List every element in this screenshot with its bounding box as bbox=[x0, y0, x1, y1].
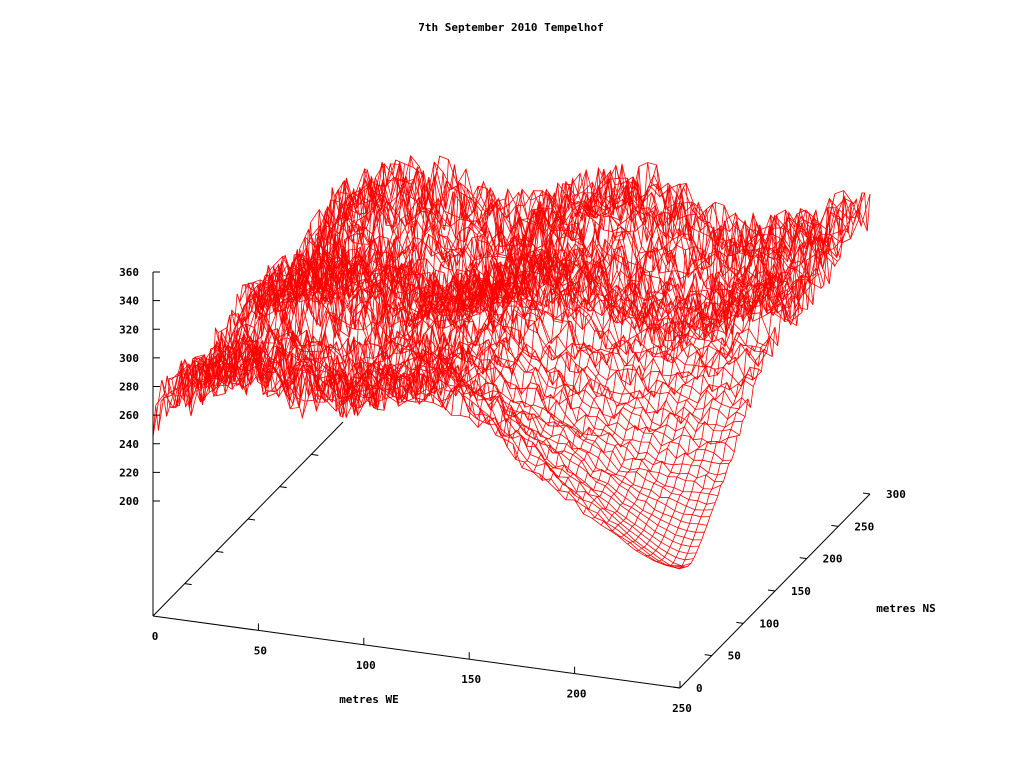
tick-group: 0 50 100 150 200 250 0 50 100 150 200 250 300 200 220 2… bbox=[119, 266, 906, 715]
y-tick-label: 250 bbox=[854, 520, 874, 533]
mesh-col-line bbox=[161, 177, 353, 405]
y-back-tick-mark bbox=[216, 550, 224, 553]
z-tick-label: 300 bbox=[119, 352, 139, 365]
mesh-col-line bbox=[662, 196, 853, 567]
mesh-row-line bbox=[158, 358, 686, 569]
y-tick-label: 300 bbox=[886, 488, 906, 501]
mesh-col-line bbox=[301, 188, 493, 418]
mesh-col-line bbox=[424, 178, 616, 403]
y-back-tick-mark bbox=[279, 486, 287, 489]
y-tick-mark bbox=[672, 686, 681, 689]
x-tick-label: 200 bbox=[567, 688, 587, 701]
y-tick-mark bbox=[767, 589, 776, 592]
mesh-col-line bbox=[468, 164, 660, 421]
y-back-tick-mark bbox=[311, 453, 319, 456]
y-tick-mark bbox=[704, 654, 712, 657]
mesh-col-line bbox=[556, 225, 748, 492]
mesh-col-line bbox=[451, 166, 642, 416]
mesh-col-line bbox=[539, 205, 730, 482]
y-tick-label: 200 bbox=[823, 553, 843, 566]
x-tick-label: 250 bbox=[672, 702, 692, 715]
z-tick-label: 200 bbox=[119, 495, 139, 508]
y-tick-label: 100 bbox=[759, 617, 779, 630]
mesh-col-line bbox=[609, 212, 801, 532]
mesh-col-line bbox=[671, 198, 862, 570]
x-tick-label: 150 bbox=[461, 673, 481, 686]
z-tick-label: 360 bbox=[119, 266, 139, 279]
y-tick-mark bbox=[862, 492, 871, 495]
y-back-tick-mark bbox=[184, 583, 192, 586]
mesh-col-line bbox=[337, 189, 528, 418]
x-tick-label: 0 bbox=[152, 630, 159, 643]
z-tick-label: 340 bbox=[119, 295, 139, 308]
mesh-col-line bbox=[477, 183, 669, 428]
mesh-col-line bbox=[205, 159, 397, 397]
y-tick-label: 50 bbox=[728, 650, 741, 663]
mesh-col-line bbox=[486, 188, 678, 430]
mesh-col-line bbox=[293, 181, 484, 408]
z-tick-label: 220 bbox=[119, 466, 139, 479]
mesh-col-line bbox=[547, 212, 739, 483]
surface-mesh bbox=[152, 154, 871, 570]
mesh-col-line bbox=[627, 213, 818, 545]
mesh-col-line bbox=[442, 163, 634, 411]
z-tick-label: 320 bbox=[119, 323, 139, 336]
y-axis-label: metres NS bbox=[876, 602, 936, 615]
mesh-col-line bbox=[592, 214, 783, 519]
y-tick-mark bbox=[831, 524, 839, 527]
mesh-col-line bbox=[275, 169, 467, 402]
mesh-col-line bbox=[530, 201, 722, 473]
z-tick-label: 280 bbox=[119, 381, 139, 394]
mesh-col-line bbox=[512, 203, 704, 460]
mesh-col-line bbox=[240, 167, 432, 395]
mesh-col-line bbox=[398, 170, 590, 403]
mesh-col-line bbox=[170, 180, 361, 409]
mesh-col-line bbox=[574, 221, 765, 503]
y-tick-label: 150 bbox=[791, 585, 811, 598]
mesh-col-line bbox=[328, 189, 520, 409]
mesh-col-line bbox=[653, 190, 845, 562]
mesh-col-line bbox=[433, 165, 625, 409]
y-tick-mark bbox=[736, 621, 744, 624]
mesh-col-line bbox=[495, 183, 686, 437]
mesh-col-line bbox=[249, 156, 440, 396]
mesh-col-line bbox=[503, 182, 695, 449]
mesh-col-line bbox=[389, 173, 581, 407]
mesh-col-line bbox=[460, 162, 651, 416]
mesh-col-line bbox=[521, 202, 713, 468]
mesh-col-line bbox=[363, 192, 555, 410]
mesh-col-line bbox=[565, 213, 757, 500]
z-tick-label: 240 bbox=[119, 438, 139, 451]
mesh-col-line bbox=[618, 208, 809, 538]
x-tick-label: 50 bbox=[254, 644, 267, 657]
x-axis-label: metres WE bbox=[339, 693, 399, 706]
mesh-col-line bbox=[644, 193, 836, 557]
x-axis-line bbox=[152, 615, 681, 689]
mesh-col-line bbox=[372, 183, 563, 409]
chart-title: 7th September 2010 Tempelhof bbox=[418, 21, 603, 34]
x-tick-label: 100 bbox=[356, 659, 376, 672]
y-tick-label: 0 bbox=[696, 682, 703, 695]
y-tick-mark bbox=[799, 557, 807, 560]
mesh-col-line bbox=[258, 159, 449, 393]
mesh-col-line bbox=[679, 192, 871, 568]
y-back-tick-mark bbox=[247, 518, 256, 521]
mesh-col-line bbox=[583, 215, 774, 515]
mesh-col-line bbox=[266, 164, 458, 397]
z-tick-label: 260 bbox=[119, 409, 139, 422]
